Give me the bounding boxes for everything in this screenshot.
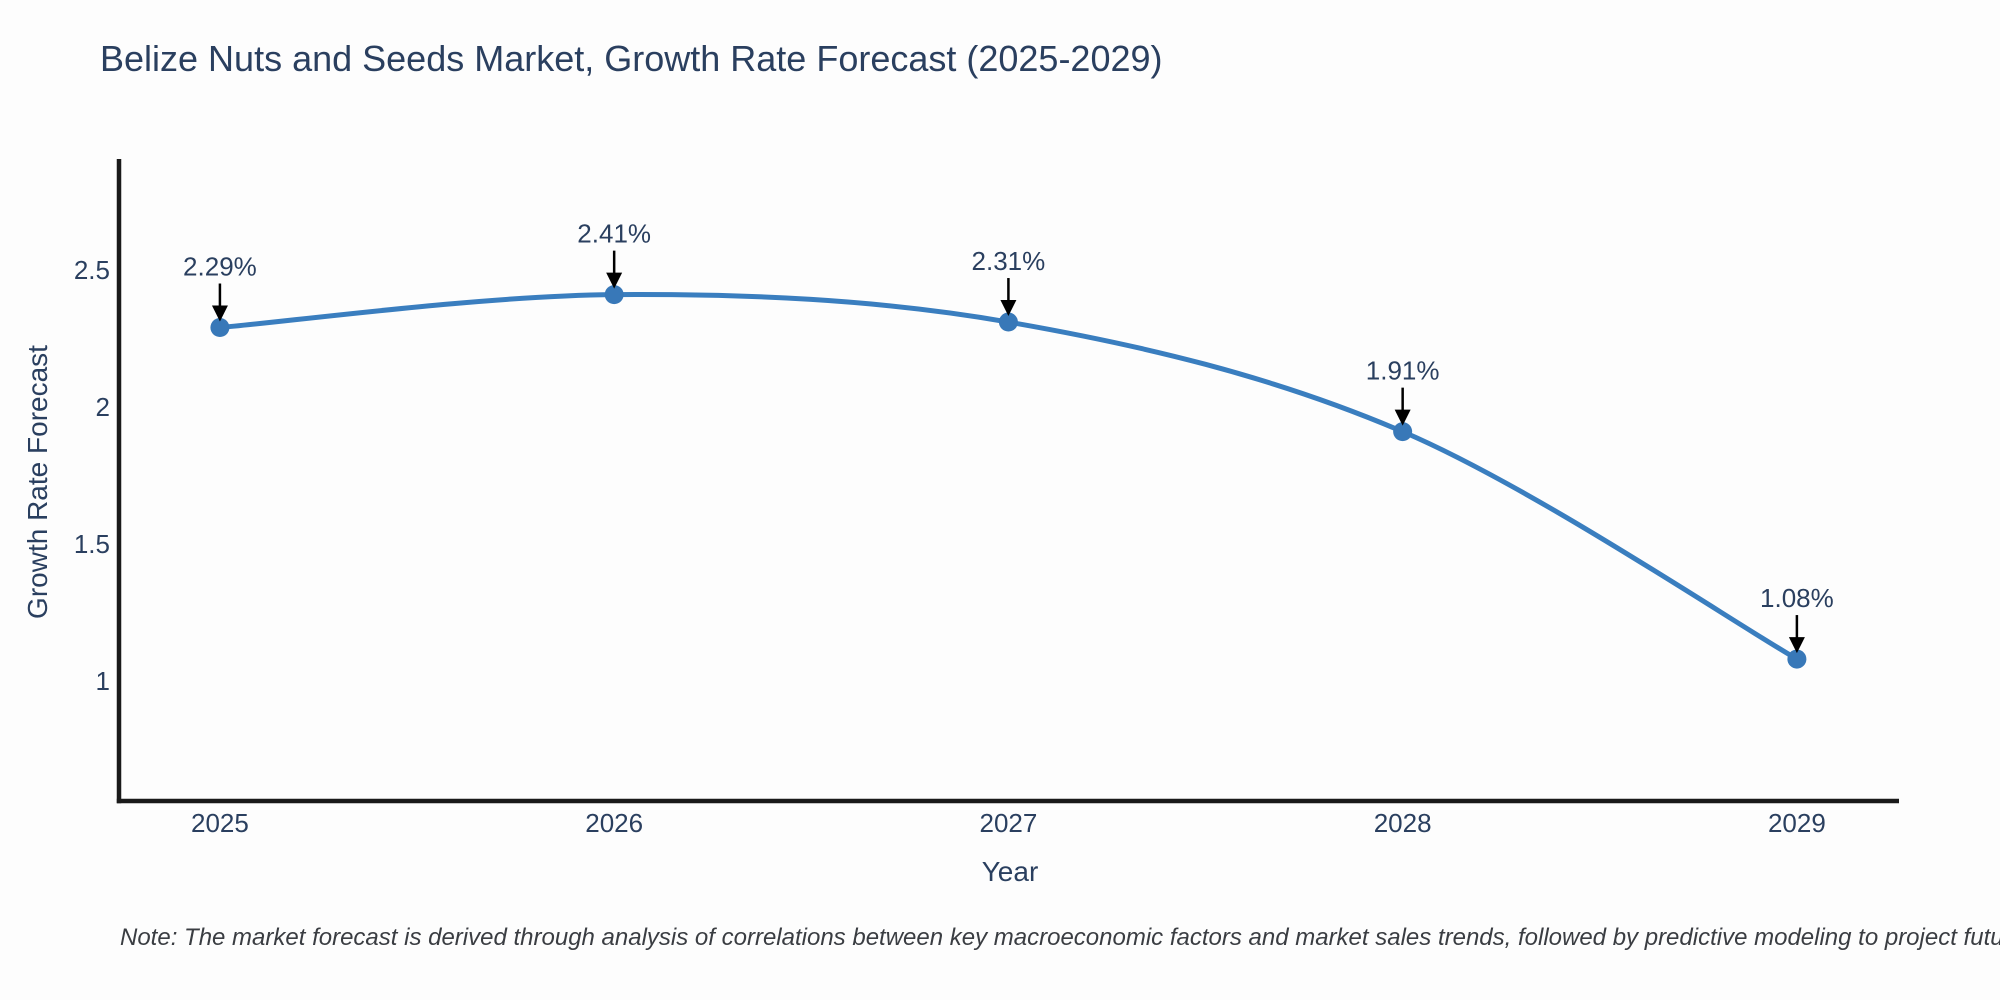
x-tick-label: 2028: [1374, 808, 1432, 838]
y-tick-label: 2.5: [74, 255, 110, 285]
data-point-2026[interactable]: [604, 285, 624, 305]
footnote: Note: The market forecast is derived thr…: [120, 924, 2000, 951]
y-tick-label: 2: [96, 392, 110, 422]
annotation-arrowhead-icon: [1000, 300, 1017, 317]
annotation-arrowhead-icon: [211, 305, 228, 322]
x-tick-label: 2026: [585, 808, 643, 838]
point-label: 1.91%: [1366, 356, 1440, 386]
annotation-arrowhead-icon: [606, 272, 623, 289]
forecast-line: [217, 292, 1800, 662]
point-label: 1.08%: [1760, 583, 1834, 613]
point-label: 2.29%: [183, 252, 257, 282]
x-axis-title: Year: [981, 856, 1039, 887]
x-tick-label: 2025: [191, 808, 249, 838]
annotation-arrowhead-icon: [1394, 409, 1411, 426]
data-point-2027[interactable]: [998, 312, 1018, 332]
y-tick-label: 1: [96, 666, 110, 696]
point-label: 2.41%: [577, 219, 651, 249]
annotation-arrowhead-icon: [1788, 637, 1805, 654]
data-point-2029[interactable]: [1787, 649, 1807, 669]
x-tick-label: 2029: [1768, 808, 1826, 838]
y-tick-label: 1.5: [74, 529, 110, 559]
data-point-2028[interactable]: [1393, 422, 1413, 442]
point-label: 2.31%: [972, 246, 1046, 276]
data-point-2025[interactable]: [210, 318, 230, 338]
chart-title: Belize Nuts and Seeds Market, Growth Rat…: [100, 38, 1163, 79]
x-tick-label: 2027: [979, 808, 1037, 838]
